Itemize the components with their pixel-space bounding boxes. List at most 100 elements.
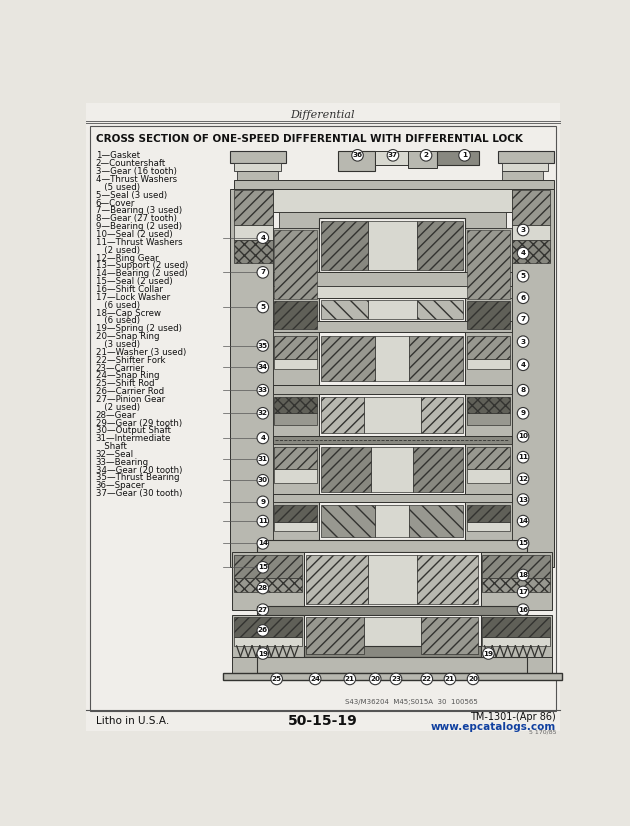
Circle shape — [517, 538, 529, 549]
Text: Differential: Differential — [290, 111, 355, 121]
Circle shape — [257, 604, 268, 615]
Circle shape — [257, 361, 268, 373]
Bar — [273, 502, 319, 540]
Circle shape — [257, 496, 268, 508]
Circle shape — [271, 673, 282, 685]
Text: 9: 9 — [520, 411, 525, 416]
Text: 3: 3 — [520, 227, 525, 233]
Text: 11—Thrust Washers: 11—Thrust Washers — [96, 238, 182, 247]
Bar — [231, 151, 286, 163]
Text: 32—Seal: 32—Seal — [96, 450, 134, 459]
Circle shape — [467, 673, 479, 685]
Circle shape — [517, 270, 529, 282]
Bar — [279, 212, 506, 228]
Text: 15: 15 — [258, 564, 268, 570]
Bar — [273, 273, 512, 287]
Text: 16—Shift Collar: 16—Shift Collar — [96, 285, 163, 294]
Bar — [304, 646, 481, 657]
Bar — [273, 332, 319, 385]
Bar — [319, 298, 466, 320]
Bar — [501, 171, 543, 180]
Bar — [274, 230, 318, 299]
Bar — [375, 505, 409, 537]
Bar — [417, 221, 463, 270]
Circle shape — [517, 586, 529, 598]
Bar — [367, 221, 417, 270]
Bar — [375, 151, 408, 165]
Bar — [223, 672, 561, 681]
Circle shape — [257, 232, 268, 244]
Bar — [482, 637, 550, 646]
Circle shape — [257, 267, 268, 278]
Circle shape — [257, 648, 268, 659]
Circle shape — [257, 453, 268, 465]
Bar — [232, 615, 304, 657]
Text: 4—Thrust Washers: 4—Thrust Washers — [96, 175, 177, 184]
Text: 1: 1 — [462, 152, 467, 159]
Circle shape — [369, 673, 381, 685]
Circle shape — [257, 538, 268, 549]
Bar — [408, 151, 437, 169]
Bar — [467, 301, 510, 329]
Text: 30—Output Shaft: 30—Output Shaft — [96, 426, 171, 435]
Bar — [258, 540, 527, 552]
Bar — [481, 615, 553, 657]
Bar — [321, 505, 375, 537]
Text: 33—Bearing: 33—Bearing — [96, 458, 149, 467]
Bar — [467, 329, 510, 344]
Bar — [304, 552, 481, 605]
Circle shape — [387, 150, 399, 161]
Bar — [467, 230, 510, 299]
Bar — [231, 189, 273, 567]
Circle shape — [257, 582, 268, 594]
Text: 37—Gear (30 tooth): 37—Gear (30 tooth) — [96, 489, 182, 498]
Bar — [304, 615, 481, 657]
Text: TM-1301-(Apr 86): TM-1301-(Apr 86) — [471, 713, 556, 723]
Text: 12—Ring Gear: 12—Ring Gear — [96, 254, 158, 263]
Bar — [498, 151, 554, 163]
Text: 2: 2 — [423, 152, 428, 159]
Bar — [234, 637, 302, 646]
Text: 23—Carrier: 23—Carrier — [96, 363, 145, 373]
Text: 32: 32 — [258, 411, 268, 416]
Circle shape — [517, 451, 529, 463]
Text: 37: 37 — [388, 152, 398, 159]
Text: 29—Gear (29 tooth): 29—Gear (29 tooth) — [96, 419, 182, 428]
Circle shape — [517, 336, 529, 348]
Text: 4: 4 — [260, 435, 265, 441]
Text: 36—Spacer: 36—Spacer — [96, 482, 146, 491]
Circle shape — [257, 301, 268, 313]
Text: 1—Gasket: 1—Gasket — [96, 151, 140, 160]
Bar — [273, 436, 512, 444]
Bar — [232, 657, 304, 676]
Bar — [234, 578, 302, 592]
Text: 7: 7 — [260, 269, 265, 275]
Circle shape — [257, 432, 268, 444]
Text: 22—Shifter Fork: 22—Shifter Fork — [96, 356, 165, 365]
Bar — [481, 552, 553, 610]
Bar — [467, 335, 510, 358]
Text: 24—Snap Ring: 24—Snap Ring — [96, 372, 159, 381]
Bar — [274, 468, 318, 482]
Bar — [279, 287, 506, 298]
Bar — [274, 412, 318, 425]
Circle shape — [517, 494, 529, 506]
Circle shape — [517, 384, 529, 396]
Bar — [364, 617, 421, 654]
Bar — [417, 300, 463, 319]
Text: 11: 11 — [518, 454, 528, 460]
Text: 14—Bearing (2 used): 14—Bearing (2 used) — [96, 269, 187, 278]
Text: 14: 14 — [518, 518, 528, 524]
Text: 6—Cover: 6—Cover — [96, 198, 135, 207]
Bar — [273, 444, 319, 494]
Bar — [234, 190, 273, 225]
Text: 35: 35 — [258, 343, 268, 349]
Bar — [371, 447, 413, 491]
Text: 4: 4 — [520, 362, 525, 368]
Text: 14: 14 — [258, 540, 268, 547]
Text: 15—Seal (2 used): 15—Seal (2 used) — [96, 278, 173, 286]
Circle shape — [257, 407, 268, 419]
Text: 6: 6 — [520, 295, 525, 301]
Bar — [338, 151, 375, 171]
Text: Shaft: Shaft — [96, 442, 127, 451]
